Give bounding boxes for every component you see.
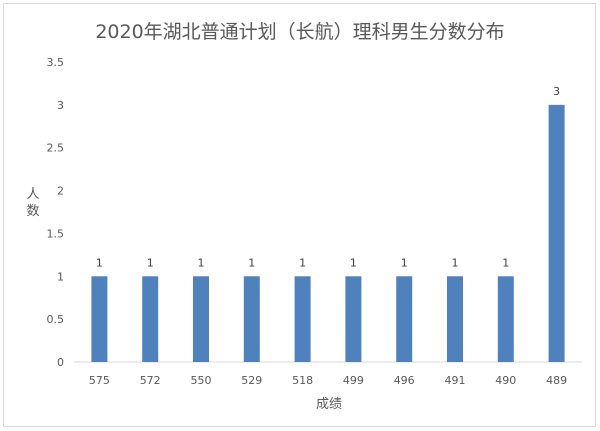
x-tick-label: 518 xyxy=(292,374,313,387)
data-label: 1 xyxy=(401,256,408,269)
data-label: 1 xyxy=(350,256,357,269)
y-axis-title: 人数 xyxy=(26,187,39,219)
x-tick-label: 496 xyxy=(394,374,415,387)
data-label: 3 xyxy=(553,85,560,98)
x-tick-label: 489 xyxy=(546,374,567,387)
y-axis-title-text: 人数 xyxy=(26,187,39,219)
x-axis-title: 成绩 xyxy=(316,397,342,412)
data-label: 1 xyxy=(452,256,459,269)
x-tick-labels: 575 572 550 529 518 499 496 491 490 489 xyxy=(89,374,567,387)
bar xyxy=(294,276,311,362)
data-labels: 1 1 1 1 1 1 1 1 1 3 xyxy=(96,85,560,269)
x-tick-label: 499 xyxy=(343,374,364,387)
y-tick-label: 0.5 xyxy=(47,313,65,326)
x-tick-label: 575 xyxy=(89,374,110,387)
y-tick-label: 2.5 xyxy=(47,142,65,155)
bar xyxy=(91,276,108,362)
data-label: 1 xyxy=(198,256,205,269)
y-tick-label: 0 xyxy=(57,356,64,369)
data-label: 1 xyxy=(147,256,154,269)
bars xyxy=(91,104,565,362)
data-label: 1 xyxy=(96,256,103,269)
chart-title: 2020年湖北普通计划（长航）理科男生分数分布 xyxy=(95,21,504,43)
bar xyxy=(396,276,413,362)
y-tick-label: 1.5 xyxy=(47,227,65,240)
bar xyxy=(193,276,209,362)
y-tick-labels: 0 0.5 1 1.5 2 2.5 3 3.5 xyxy=(47,56,65,369)
data-label: 1 xyxy=(299,256,306,269)
x-tick-label: 550 xyxy=(191,374,212,387)
bar xyxy=(345,276,362,362)
x-tick-label: 572 xyxy=(140,374,161,387)
bar xyxy=(447,276,463,362)
data-label: 1 xyxy=(502,256,509,269)
data-label: 1 xyxy=(248,256,255,269)
y-tick-label: 2 xyxy=(57,185,64,198)
y-tick-label: 3 xyxy=(57,99,64,112)
y-tick-label: 1 xyxy=(57,270,64,283)
x-tick-label: 490 xyxy=(495,374,516,387)
bar xyxy=(497,276,514,362)
bar xyxy=(243,276,260,362)
x-tick-label: 491 xyxy=(445,374,466,387)
x-tick-label: 529 xyxy=(241,374,262,387)
y-tick-label: 3.5 xyxy=(47,56,65,69)
bar xyxy=(142,276,159,362)
bar xyxy=(548,104,565,362)
